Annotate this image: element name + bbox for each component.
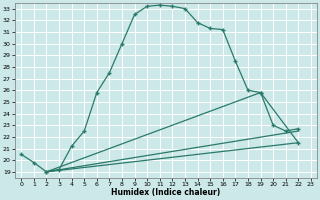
X-axis label: Humidex (Indice chaleur): Humidex (Indice chaleur) bbox=[111, 188, 221, 197]
